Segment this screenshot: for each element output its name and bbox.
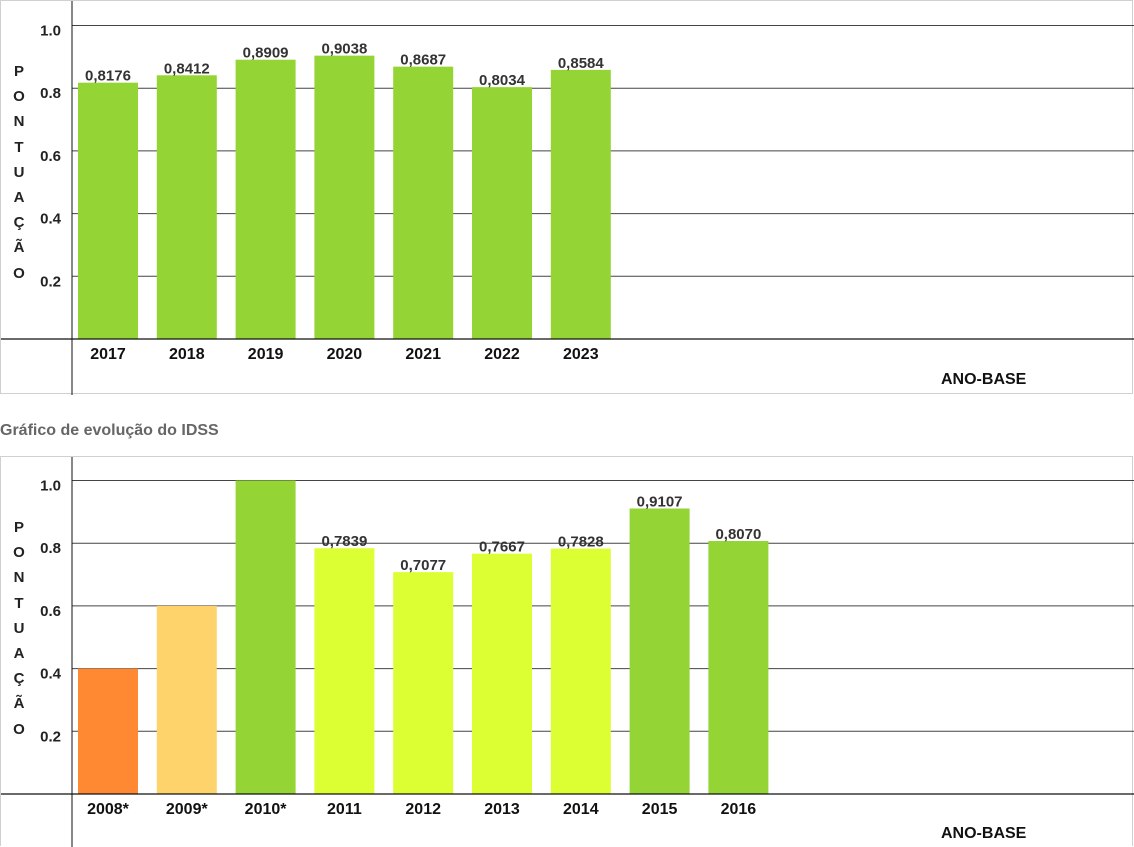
- data-label: 0,8176: [85, 68, 131, 85]
- data-label: 0,8687: [400, 52, 446, 69]
- x-tick-label: 2018: [169, 346, 205, 363]
- bar: [78, 82, 138, 339]
- bar: [550, 69, 611, 339]
- x-tick-label: 2023: [563, 346, 599, 363]
- bar-chart-svg: 0.2 0.4 0.6 0.8 1.0 0,8176 2017 0,8412 2018 0,890…: [1, 1, 1134, 395]
- x-tick-label: 2011: [327, 801, 362, 818]
- data-label: 0,7828: [558, 534, 604, 551]
- x-tick-label: 2019: [248, 346, 284, 363]
- y-tick-label: 0.6: [40, 148, 61, 165]
- bar: [235, 59, 296, 339]
- data-label: 0,8070: [715, 526, 761, 543]
- bar: [708, 541, 769, 794]
- y-tick-label: 0.4: [40, 666, 62, 683]
- y-tick-label: 1.0: [40, 478, 61, 495]
- x-tick-label: 2008*: [87, 801, 130, 818]
- data-label: 0,7667: [479, 539, 525, 556]
- bar: [629, 508, 690, 794]
- y-tick-label: 0.2: [40, 728, 61, 745]
- x-tick-label: 2010*: [245, 801, 288, 818]
- x-tick-label: 2015: [642, 801, 678, 818]
- bar: [156, 75, 217, 339]
- x-tick-label: 2016: [721, 801, 757, 818]
- y-axis-label: PONTUAÇÃO: [13, 63, 25, 282]
- data-label: 0,8584: [558, 55, 605, 72]
- y-tick-label: 0.6: [40, 603, 61, 620]
- data-label: 0,8412: [164, 60, 210, 77]
- bar: [393, 572, 454, 794]
- data-label: 0,9038: [321, 41, 367, 58]
- data-label: 0,7077: [400, 557, 446, 574]
- y-tick-label: 0.8: [40, 85, 61, 102]
- y-tick-label: 0.4: [40, 211, 62, 228]
- x-tick-label: 2020: [327, 346, 363, 363]
- bar: [550, 548, 611, 794]
- bar: [156, 605, 217, 794]
- data-label: 0,8909: [243, 45, 289, 62]
- section-title: Gráfico de evolução do IDSS: [0, 422, 219, 439]
- x-tick-label: 2017: [90, 346, 126, 363]
- x-axis-label: ANO-BASE: [941, 825, 1027, 842]
- data-label: 0,9107: [637, 493, 683, 510]
- bar: [78, 668, 138, 794]
- bar: [314, 548, 375, 794]
- bar: [472, 553, 532, 794]
- bar: [393, 66, 454, 340]
- bar-chart-svg: 0.2 0.4 0.6 0.8 1.0 2008* 2009* 2010* 0,7839 2011…: [1, 457, 1134, 847]
- chart-2017-2023: PONTUAÇÃO 0.2 0.4 0.6 0.8 1.0 0,8176 2017 0,841…: [0, 0, 1134, 395]
- bar: [235, 480, 296, 794]
- y-axis-label: PONTUAÇÃO: [13, 519, 25, 738]
- y-tick-label: 1.0: [40, 23, 61, 40]
- x-tick-label: 2009*: [166, 801, 209, 818]
- x-axis-label: ANO-BASE: [941, 371, 1027, 388]
- bar: [472, 87, 532, 340]
- bar: [314, 55, 375, 340]
- data-label: 0,8034: [479, 72, 526, 89]
- data-label: 0,7839: [321, 533, 367, 550]
- x-tick-label: 2012: [405, 801, 441, 818]
- x-tick-label: 2022: [484, 346, 520, 363]
- x-tick-label: 2021: [405, 346, 441, 363]
- chart-2008-2016: PONTUAÇÃO 0.2 0.4 0.6 0.8 1.0 2008* 2009* 2010*…: [0, 456, 1134, 847]
- y-tick-label: 0.2: [40, 273, 61, 290]
- y-tick-label: 0.8: [40, 540, 61, 557]
- x-tick-label: 2014: [563, 801, 599, 818]
- x-tick-label: 2013: [484, 801, 520, 818]
